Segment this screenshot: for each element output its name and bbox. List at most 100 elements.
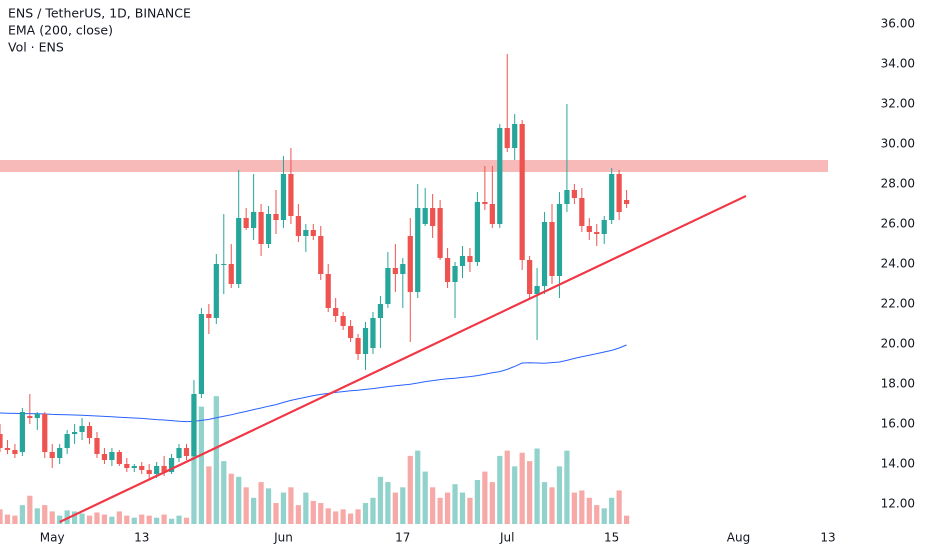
candle-body: [549, 222, 555, 276]
candle-body: [109, 452, 115, 460]
volume-bar: [370, 497, 376, 524]
candle-body: [71, 432, 78, 434]
candle-body: [12, 450, 18, 454]
candle-body: [512, 124, 518, 148]
volume-bar: [616, 490, 622, 524]
candle-body: [355, 338, 361, 354]
candle-body: [57, 448, 63, 458]
candle-body: [183, 448, 190, 456]
candle-body: [407, 236, 413, 292]
x-tick-label: May: [40, 531, 65, 545]
candle-body: [101, 454, 108, 460]
candle-body: [34, 414, 40, 418]
x-tick-label: 15: [604, 531, 619, 545]
candle-body: [534, 286, 540, 294]
candle-body: [385, 268, 391, 304]
volume-bar: [474, 479, 481, 524]
candle-body: [318, 236, 324, 274]
volume-bar: [183, 517, 190, 524]
volume-bar: [191, 419, 197, 524]
volume-bar: [0, 509, 3, 524]
volume-bar: [512, 466, 518, 524]
volume-bar: [519, 452, 525, 524]
y-tick-label: 14.00: [881, 457, 915, 471]
price-pane: [0, 54, 630, 480]
volume-bar: [265, 488, 272, 524]
volume-bar: [541, 482, 548, 524]
volume-bar: [79, 513, 85, 524]
volume-bar: [482, 471, 488, 524]
volume-bar: [273, 503, 279, 524]
candle-body: [541, 222, 548, 286]
candle-body: [437, 208, 443, 258]
candle-body: [564, 190, 570, 204]
candle-body: [422, 208, 428, 224]
volume-bar: [288, 487, 294, 524]
candle-body: [176, 448, 182, 458]
candle-body: [191, 394, 197, 456]
volume-bar: [49, 511, 55, 524]
volume-bar: [579, 490, 585, 524]
x-tick-label: Aug: [727, 531, 750, 545]
volume-bar: [310, 500, 316, 524]
volume-bar: [168, 518, 175, 524]
volume-bar: [109, 516, 115, 524]
candle-body: [131, 466, 137, 468]
candle-body: [474, 202, 481, 262]
candle-body: [258, 212, 264, 244]
candle-body: [0, 434, 3, 448]
volume-bar: [400, 487, 406, 524]
candle-body: [392, 268, 398, 274]
volume-bar: [549, 487, 555, 524]
candle-body: [594, 232, 600, 234]
volume-bar: [497, 455, 503, 524]
volume-bar: [236, 476, 242, 524]
candle-body: [497, 128, 503, 224]
volume-bar: [430, 487, 436, 524]
candle-body: [586, 226, 592, 232]
volume-bar: [355, 509, 361, 524]
candle-body: [139, 466, 145, 470]
volume-bar: [347, 513, 354, 524]
volume-bar: [101, 514, 108, 524]
candle-body: [400, 264, 406, 274]
candle-body: [19, 412, 25, 452]
candle-body: [452, 266, 458, 282]
candle-body: [571, 190, 577, 198]
candle-body: [265, 214, 272, 244]
volume-bar: [564, 450, 570, 524]
volume-bar: [251, 497, 257, 524]
volume-bar: [459, 492, 466, 524]
candle-body: [601, 220, 607, 234]
volume-bar: [154, 517, 160, 524]
volume-bar: [437, 497, 443, 524]
x-tick-label: 17: [395, 531, 410, 545]
volume-bar: [377, 476, 384, 524]
x-tick-label: 13: [134, 531, 149, 545]
volume-bar: [623, 515, 630, 524]
volume-bar: [64, 510, 70, 524]
volume-bar: [42, 505, 48, 524]
candle-body: [221, 264, 227, 265]
candle-body: [79, 426, 85, 432]
candle-body: [280, 174, 287, 220]
candle-body: [430, 208, 436, 226]
candle-body: [64, 434, 70, 448]
candle-body: [579, 198, 585, 226]
y-tick-label: 30.00: [881, 137, 915, 151]
candle-body: [623, 200, 630, 204]
volume-bar: [318, 503, 324, 524]
volume-bar: [340, 509, 346, 524]
volume-bar: [94, 512, 100, 524]
candle-body: [325, 274, 331, 308]
volume-bar: [385, 482, 391, 524]
volume-bar: [228, 473, 234, 524]
volume-bar: [333, 511, 339, 524]
candle-body: [27, 416, 33, 418]
volume-bar: [295, 505, 301, 524]
candle-body: [333, 308, 339, 316]
volume-bar: [534, 448, 540, 524]
volume-bar: [71, 511, 78, 524]
candle-body: [609, 174, 615, 220]
